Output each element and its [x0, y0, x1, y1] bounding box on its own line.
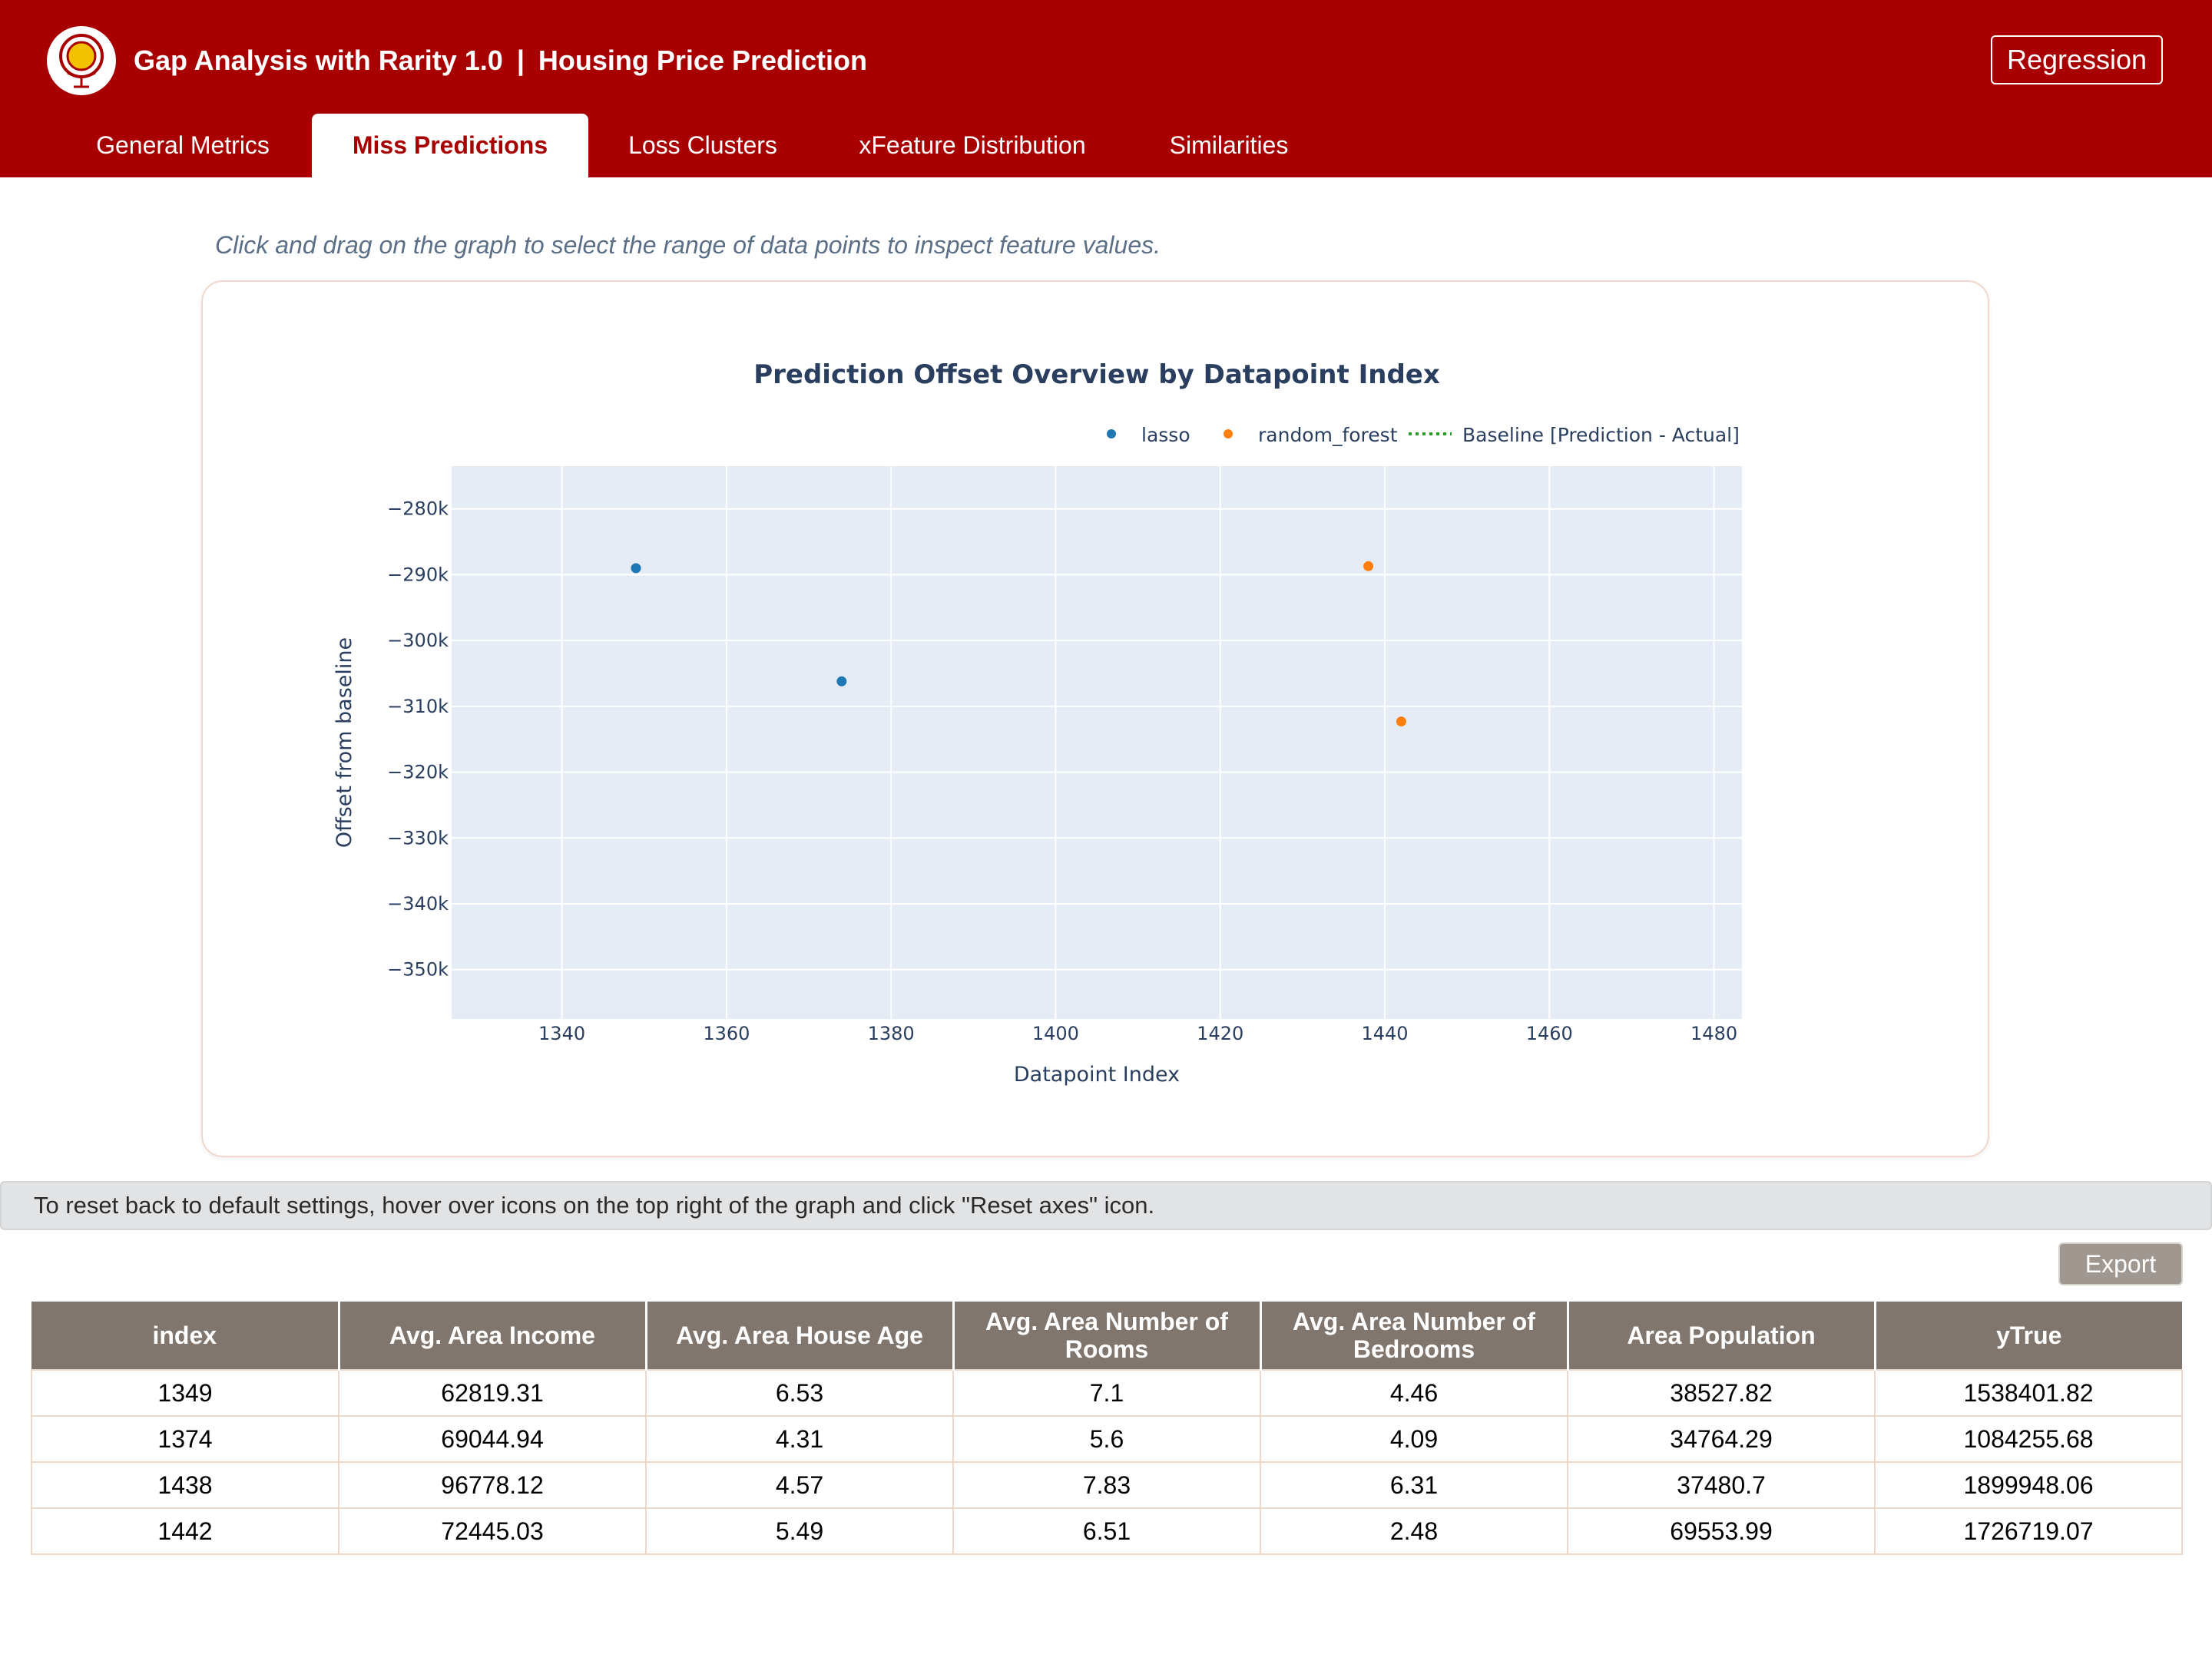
table-cell: 96778.12 — [338, 1461, 647, 1509]
app-title: Gap Analysis with Rarity 1.0 | Housing Pri… — [134, 40, 867, 81]
table-cell: 34764.29 — [1567, 1415, 1876, 1463]
chart-grid — [452, 466, 1742, 1019]
legend-marker-random-forest — [1224, 429, 1233, 438]
y-tick-label: −330k — [387, 827, 449, 849]
chart-legend: lasso random_forest Baseline [Prediction… — [1107, 424, 1740, 446]
x-axis-label: Datapoint Index — [1014, 1063, 1180, 1087]
reset-hint-bar: To reset back to default settings, hover… — [0, 1181, 2212, 1230]
column-header-avg-area-house-age[interactable]: Avg. Area House Age — [646, 1302, 955, 1370]
graph-instruction: Click and drag on the graph to select th… — [215, 231, 1161, 259]
export-button[interactable]: Export — [2058, 1242, 2183, 1285]
data-point-random-forest[interactable] — [1396, 716, 1406, 727]
data-point-random-forest[interactable] — [1363, 561, 1374, 571]
y-tick-label: −340k — [387, 893, 449, 915]
table-cell: 1899948.06 — [1874, 1461, 2183, 1509]
y-axis-label: Offset from baseline — [333, 637, 356, 848]
tab-miss-predictions[interactable]: Miss Predictions — [312, 114, 588, 177]
tab-bar: General Metrics Miss Predictions Loss Cl… — [0, 114, 2212, 177]
table-cell: 1442 — [31, 1507, 339, 1555]
table-cell: 69044.94 — [338, 1415, 647, 1463]
x-tick-label: 1480 — [1690, 1023, 1737, 1044]
app-name: Gap Analysis with Rarity 1.0 — [134, 45, 503, 76]
legend-label-random-forest[interactable]: random_forest — [1258, 424, 1398, 446]
table-cell: 4.57 — [645, 1461, 954, 1509]
x-tick-label: 1420 — [1197, 1023, 1243, 1044]
table-cell: 37480.7 — [1567, 1461, 1876, 1509]
x-tick-label: 1340 — [538, 1023, 585, 1044]
chart-card: Prediction Offset Overview by Datapoint … — [201, 280, 1989, 1157]
y-axis-ticks: −280k −290k −300k −310k −320k −330k −340k −350k — [387, 498, 449, 981]
x-tick-label: 1400 — [1032, 1023, 1079, 1044]
data-point-lasso[interactable] — [631, 563, 641, 574]
column-header-ytrue[interactable]: yTrue — [1875, 1302, 2182, 1370]
x-axis-ticks: 1340 1360 1380 1400 1420 1440 1460 1480 — [538, 1023, 1737, 1044]
table-cell: 7.1 — [952, 1369, 1261, 1417]
column-header-avg-area-income[interactable]: Avg. Area Income — [339, 1302, 647, 1370]
table-cell: 2.48 — [1260, 1507, 1568, 1555]
regression-badge: Regression — [1991, 35, 2163, 84]
feature-values-table: index Avg. Area Income Avg. Area House A… — [31, 1302, 2183, 1555]
app-header: Gap Analysis with Rarity 1.0 | Housing Pri… — [0, 0, 2212, 177]
tab-general-metrics[interactable]: General Metrics — [96, 131, 270, 159]
y-tick-label: −310k — [387, 696, 449, 717]
table-row[interactable]: 1438 96778.12 4.57 7.83 6.31 37480.7 189… — [31, 1461, 2183, 1509]
y-tick-label: −280k — [387, 498, 449, 520]
table-cell: 1374 — [31, 1415, 339, 1463]
y-tick-label: −320k — [387, 762, 449, 783]
y-tick-label: −300k — [387, 630, 449, 651]
column-header-avg-area-bedrooms[interactable]: Avg. Area Number of Bedrooms — [1260, 1302, 1569, 1370]
column-header-avg-area-rooms[interactable]: Avg. Area Number of Rooms — [953, 1302, 1262, 1370]
globe-logo-icon — [47, 26, 116, 95]
table-cell: 4.31 — [645, 1415, 954, 1463]
scatter-chart[interactable]: Prediction Offset Overview by Datapoint … — [203, 282, 1988, 1156]
table-cell: 1438 — [31, 1461, 339, 1509]
table-cell: 4.09 — [1260, 1415, 1568, 1463]
x-tick-label: 1460 — [1526, 1023, 1573, 1044]
table-cell: 72445.03 — [338, 1507, 647, 1555]
column-header-index[interactable]: index — [31, 1302, 340, 1370]
tab-loss-clusters[interactable]: Loss Clusters — [628, 131, 777, 159]
y-tick-label: −350k — [387, 959, 449, 981]
legend-marker-lasso — [1107, 429, 1116, 438]
chart-title: Prediction Offset Overview by Datapoint … — [753, 359, 1440, 390]
table-cell: 6.51 — [952, 1507, 1261, 1555]
table-row[interactable]: 1349 62819.31 6.53 7.1 4.46 38527.82 153… — [31, 1369, 2183, 1417]
table-cell: 5.6 — [952, 1415, 1261, 1463]
column-header-area-population[interactable]: Area Population — [1568, 1302, 1876, 1370]
table-cell: 6.53 — [645, 1369, 954, 1417]
x-tick-label: 1380 — [868, 1023, 915, 1044]
table-cell: 62819.31 — [338, 1369, 647, 1417]
table-cell: 1349 — [31, 1369, 339, 1417]
chart-points — [631, 561, 1406, 727]
table-row[interactable]: 1374 69044.94 4.31 5.6 4.09 34764.29 108… — [31, 1415, 2183, 1463]
x-tick-label: 1360 — [703, 1023, 750, 1044]
table-cell: 5.49 — [645, 1507, 954, 1555]
y-tick-label: −290k — [387, 564, 449, 585]
title-separator: | — [516, 45, 525, 76]
table-row[interactable]: 1442 72445.03 5.49 6.51 2.48 69553.99 17… — [31, 1507, 2183, 1555]
table-header-row: index Avg. Area Income Avg. Area House A… — [31, 1302, 2182, 1370]
legend-label-baseline[interactable]: Baseline [Prediction - Actual] — [1462, 424, 1740, 446]
project-name: Housing Price Prediction — [538, 45, 868, 76]
data-point-lasso[interactable] — [836, 676, 847, 686]
tab-similarities[interactable]: Similarities — [1169, 131, 1289, 159]
plot-area[interactable] — [452, 466, 1742, 1019]
table-cell: 1538401.82 — [1874, 1369, 2183, 1417]
table-cell: 4.46 — [1260, 1369, 1568, 1417]
table-cell: 1726719.07 — [1874, 1507, 2183, 1555]
table-cell: 69553.99 — [1567, 1507, 1876, 1555]
table-cell: 6.31 — [1260, 1461, 1568, 1509]
table-cell: 1084255.68 — [1874, 1415, 2183, 1463]
table-cell: 7.83 — [952, 1461, 1261, 1509]
table-cell: 38527.82 — [1567, 1369, 1876, 1417]
tab-xfeature-distribution[interactable]: xFeature Distribution — [859, 131, 1086, 159]
legend-label-lasso[interactable]: lasso — [1141, 424, 1190, 446]
x-tick-label: 1440 — [1361, 1023, 1408, 1044]
